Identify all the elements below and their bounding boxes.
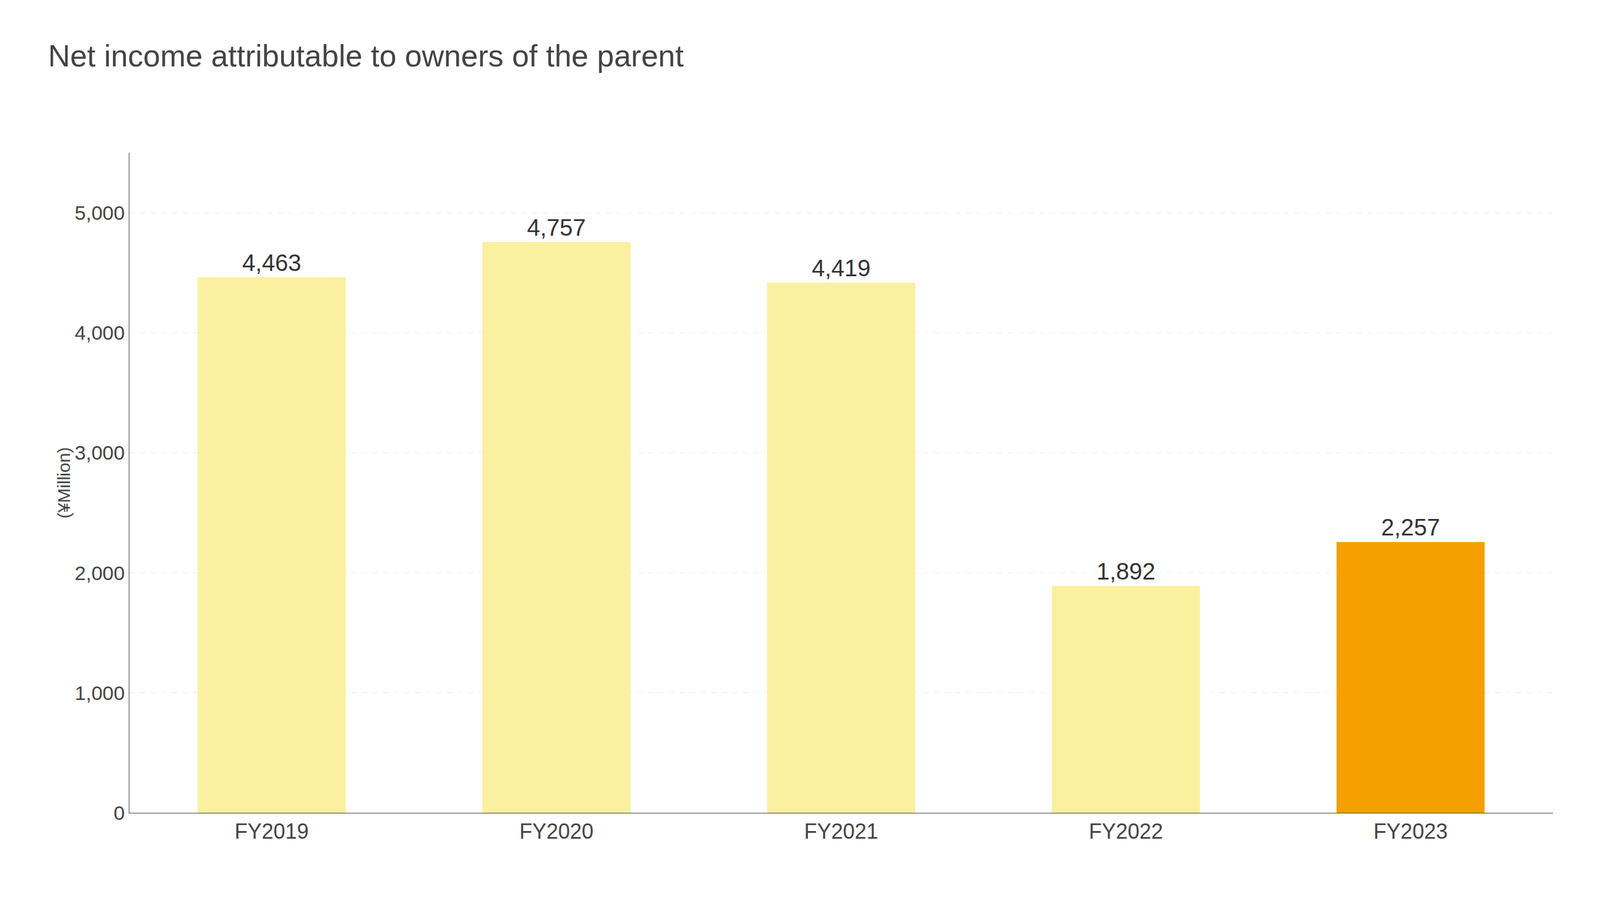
svg-text:4,757: 4,757	[526, 214, 586, 241]
svg-text:(¥Million): (¥Million)	[54, 447, 74, 520]
svg-text:FY2019: FY2019	[234, 819, 309, 844]
svg-text:3,000: 3,000	[74, 441, 125, 464]
svg-text:4,463: 4,463	[242, 249, 302, 276]
svg-text:4,419: 4,419	[811, 255, 871, 282]
svg-text:2,257: 2,257	[1381, 514, 1441, 541]
svg-text:FY2023: FY2023	[1373, 819, 1448, 844]
svg-text:FY2020: FY2020	[519, 819, 594, 844]
svg-text:2,000: 2,000	[74, 562, 125, 585]
svg-text:1,892: 1,892	[1096, 558, 1156, 585]
svg-text:4,000: 4,000	[74, 321, 125, 344]
svg-text:FY2022: FY2022	[1089, 819, 1164, 844]
svg-text:5,000: 5,000	[74, 201, 125, 225]
svg-text:0: 0	[113, 802, 125, 825]
svg-text:FY2021: FY2021	[803, 819, 878, 844]
svg-text:1,000: 1,000	[74, 682, 125, 705]
svg-text:Net income attributable to own: Net income attributable to owners of the…	[48, 38, 685, 73]
